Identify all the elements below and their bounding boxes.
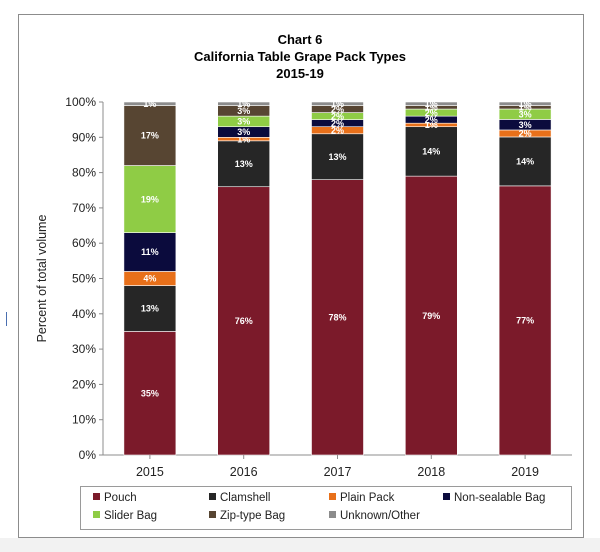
y-tick-label: 50% <box>72 272 96 286</box>
bar-data-label: 3% <box>237 106 250 116</box>
legend-item: Pouch <box>93 492 137 504</box>
bar-data-label: 13% <box>328 152 346 162</box>
legend-label: Clamshell <box>220 492 271 504</box>
legend-swatch <box>443 493 450 500</box>
legend-label: Slider Bag <box>104 510 158 522</box>
bar-data-label: 1% <box>519 102 532 112</box>
bar-data-label: 13% <box>235 159 253 169</box>
y-tick-label: 0% <box>79 448 97 462</box>
bar-data-label: 2% <box>331 111 344 121</box>
y-tick-label: 90% <box>72 130 96 144</box>
x-tick-label: 2017 <box>324 465 352 479</box>
bar-data-label: 1% <box>331 99 344 109</box>
bottom-band <box>0 538 600 552</box>
legend-label: Unknown/Other <box>340 510 420 522</box>
bar-segment <box>404 101 458 106</box>
bar-data-label: 2% <box>331 104 344 114</box>
bar-segment <box>498 101 552 106</box>
bar-data-label: 19% <box>141 194 159 204</box>
legend-swatch <box>93 493 100 500</box>
bar-data-label: 14% <box>422 147 440 157</box>
legend-label: Plain Pack <box>340 492 395 504</box>
y-tick-label: 70% <box>72 201 96 215</box>
bar-data-label: 1% <box>425 102 438 112</box>
side-marker <box>6 312 7 326</box>
bar-data-label: 3% <box>237 117 250 127</box>
bar-segment <box>217 101 270 106</box>
legend-swatch <box>329 493 336 500</box>
y-tick-label: 40% <box>72 307 96 321</box>
chart-subtitle: 2015-19 <box>276 66 324 81</box>
legend-swatch <box>209 511 216 518</box>
chart-title-number: Chart 6 <box>277 32 323 47</box>
y-tick-label: 60% <box>72 236 96 250</box>
bar-segment <box>404 175 458 456</box>
chart-title: California Table Grape Pack Types <box>194 49 406 64</box>
bar-data-label: 3% <box>237 127 250 137</box>
x-tick-label: 2015 <box>136 465 164 479</box>
y-tick-label: 20% <box>72 377 96 391</box>
bar-data-label: 79% <box>422 311 440 321</box>
bar-data-label: 2% <box>331 118 344 128</box>
y-axis-label: Percent of total volume <box>35 215 49 343</box>
y-tick-label: 80% <box>72 166 96 180</box>
bar-segment <box>404 126 458 177</box>
bar-segment <box>123 101 177 106</box>
bar-data-label: 11% <box>141 247 159 257</box>
bar-data-label: 2% <box>331 125 344 135</box>
bar-segment <box>311 179 364 456</box>
legend-label: Zip-type Bag <box>220 510 286 522</box>
bar-segment <box>311 101 364 106</box>
legend-item: Slider Bag <box>93 510 157 522</box>
bar-data-label: 1% <box>425 99 438 109</box>
legend-item: Plain Pack <box>329 492 394 504</box>
bar-data-label: 14% <box>516 157 534 167</box>
bar-data-label: 1% <box>237 134 250 144</box>
bar-segment <box>311 133 364 180</box>
bar-data-label: 2% <box>425 108 438 118</box>
bar-data-label: 78% <box>328 313 346 323</box>
bar-segment <box>217 186 270 456</box>
y-tick-label: 10% <box>72 413 96 427</box>
x-tick-label: 2019 <box>511 465 539 479</box>
bar-segment <box>498 185 552 456</box>
bar-data-label: 76% <box>235 316 253 326</box>
bar-segment <box>217 140 270 188</box>
bar-data-label: 2% <box>519 129 532 139</box>
bar-data-label: 35% <box>141 388 159 398</box>
bar-data-label: 1% <box>425 120 438 130</box>
chart-frame <box>18 14 584 538</box>
y-tick-label: 100% <box>65 95 96 109</box>
bar-data-label: 77% <box>516 316 534 326</box>
legend-label: Pouch <box>104 492 137 504</box>
bar-segment <box>498 136 552 187</box>
legend-label: Non-sealable Bag <box>454 492 546 504</box>
bar-data-label: 13% <box>141 304 159 314</box>
bar-data-label: 17% <box>141 131 159 141</box>
bar-data-label: 3% <box>519 120 532 130</box>
bar-segment <box>123 105 177 166</box>
bar-data-label: 4% <box>143 274 156 284</box>
y-tick-label: 30% <box>72 342 96 356</box>
legend-swatch <box>329 511 336 518</box>
x-tick-label: 2016 <box>230 465 258 479</box>
bar-data-label: 1% <box>143 99 156 109</box>
legend-item: Non-sealable Bag <box>443 492 545 504</box>
bar-data-label: 1% <box>519 99 532 109</box>
legend-item: Zip-type Bag <box>209 510 285 522</box>
legend-item: Clamshell <box>209 492 271 504</box>
x-tick-label: 2018 <box>417 465 445 479</box>
legend: Pouch Clamshell Plain Pack Non-sealable Bag… <box>80 486 572 530</box>
bar-data-label: 2% <box>425 115 438 125</box>
legend-swatch <box>209 493 216 500</box>
bar-segment <box>123 165 177 233</box>
bar-data-label: 3% <box>519 109 532 119</box>
bar-data-label: 1% <box>237 99 250 109</box>
legend-swatch <box>93 511 100 518</box>
legend-item: Unknown/Other <box>329 510 420 522</box>
